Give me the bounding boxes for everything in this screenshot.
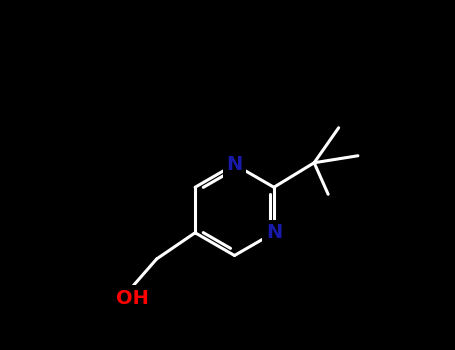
Text: N: N bbox=[227, 155, 243, 174]
Text: N: N bbox=[266, 223, 282, 242]
Text: OH: OH bbox=[116, 289, 148, 308]
